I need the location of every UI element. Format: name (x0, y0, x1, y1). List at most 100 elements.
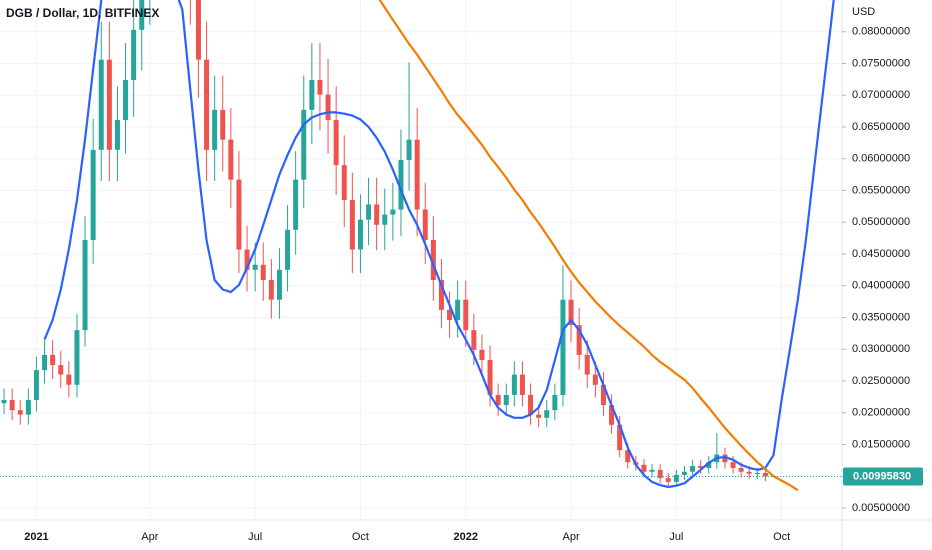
candle-body (754, 473, 760, 475)
candle-body (479, 349, 485, 360)
candle-body (244, 249, 250, 270)
candle-body (252, 264, 258, 270)
candle-body (673, 474, 679, 482)
candle-body (544, 410, 550, 418)
candle-body (495, 394, 501, 406)
candle-body (309, 80, 315, 110)
y-tick-label: 0.02000000 (852, 407, 910, 419)
candle-body (98, 59, 104, 150)
candle-body (357, 219, 363, 250)
y-tick-label: 0.05000000 (852, 216, 910, 228)
candle-body (641, 464, 647, 472)
candle-body (106, 59, 112, 150)
candle-body (609, 405, 615, 425)
candle-body (366, 204, 372, 220)
candle-body (123, 80, 129, 120)
candle-body (698, 466, 704, 468)
candle-body (463, 299, 469, 331)
y-tick-label: 0.07500000 (852, 57, 910, 69)
candle-body (25, 400, 31, 415)
candle-body (276, 269, 282, 300)
candle-body (58, 365, 64, 375)
y-tick-label: 0.04500000 (852, 248, 910, 260)
candle-body (406, 139, 412, 160)
candle-body (66, 374, 72, 385)
candle-body (333, 120, 339, 166)
candle-body (447, 309, 453, 320)
candle-body (762, 473, 768, 477)
candle-body (690, 466, 696, 472)
x-tick-label: Jul (669, 531, 683, 543)
candle-body (317, 80, 323, 95)
candle-body (552, 394, 558, 411)
candle-body (195, 0, 201, 60)
y-tick-label: 0.06500000 (852, 121, 910, 133)
x-tick-label: Oct (773, 531, 790, 543)
candle-body (390, 209, 396, 215)
candle-body (487, 360, 493, 395)
candle-body (730, 462, 736, 468)
candle-body (746, 471, 752, 474)
candle-body (430, 240, 436, 280)
candle-body (260, 264, 266, 280)
candle-body (455, 299, 461, 320)
candle-body (301, 109, 307, 180)
candle-body (665, 478, 671, 482)
x-tick-label: 2022 (454, 531, 478, 543)
candle-body (382, 214, 388, 225)
candle-body (738, 467, 744, 472)
candle-body (228, 139, 234, 180)
candle-body (349, 200, 355, 250)
candle-body (422, 209, 428, 240)
candle-body (17, 410, 23, 415)
candle-body (33, 370, 39, 400)
y-tick-label: 0.08000000 (852, 26, 910, 38)
candle-body (536, 414, 542, 418)
y-tick-label: 0.07000000 (852, 89, 910, 101)
candle-body (511, 374, 517, 395)
candle-body (592, 374, 598, 385)
candle-body (325, 94, 331, 120)
x-tick-label: Apr (562, 531, 579, 543)
candle-body (50, 354, 56, 366)
candle-body (649, 469, 655, 472)
candle-body (560, 299, 566, 395)
x-tick-label: Apr (141, 531, 158, 543)
candle-body (528, 394, 534, 415)
axes: 0.005000000.010000000.015000000.02000000… (24, 26, 923, 543)
y-tick-label: 0.03500000 (852, 311, 910, 323)
y-tick-label: 0.05500000 (852, 184, 910, 196)
y-tick-label: 0.01500000 (852, 438, 910, 450)
x-tick-label: 2021 (24, 531, 48, 543)
candle-body (42, 354, 48, 371)
candle-body (625, 450, 631, 463)
y-axis-label: USD (852, 6, 875, 18)
candle-body (414, 139, 420, 210)
last-price-label: 0.00995830 (853, 470, 911, 482)
candle-body (285, 229, 291, 270)
candle-body (212, 109, 218, 150)
y-tick-label: 0.04000000 (852, 280, 910, 292)
candle-body (74, 330, 80, 385)
candle-body (204, 59, 210, 150)
candle-body (82, 240, 88, 331)
candle-body (268, 280, 274, 300)
candle-body (9, 400, 15, 411)
candle-body (341, 165, 347, 200)
plot-area (0, 0, 842, 492)
overlay-line (43, 0, 835, 489)
y-tick-label: 0.00500000 (852, 502, 910, 514)
y-tick-label: 0.03000000 (852, 343, 910, 355)
chart-title: DGB / Dollar, 1D, BITFINEX (6, 6, 159, 20)
candle-body (617, 424, 623, 451)
candle-body (584, 354, 590, 375)
candle-body (568, 299, 574, 326)
candle-body (722, 454, 728, 463)
candle-body (576, 325, 582, 355)
grid (0, 0, 842, 520)
x-tick-label: Oct (352, 531, 369, 543)
y-tick-label: 0.06000000 (852, 153, 910, 165)
candle-body (293, 179, 299, 230)
